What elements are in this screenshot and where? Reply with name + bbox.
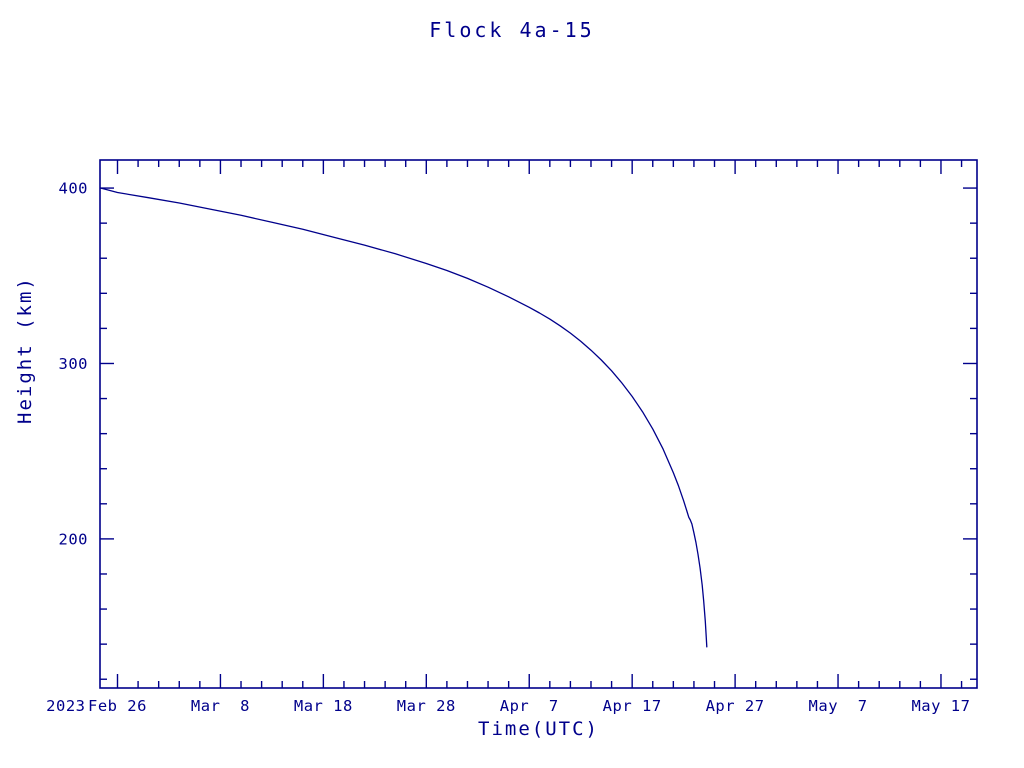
plot-box [99,159,978,689]
y-tick-label: 400 [59,180,89,198]
x-tick-label: Mar 28 [397,697,456,715]
year-label: 2023 [46,697,85,715]
x-axis-label: Time(UTC) [478,718,599,740]
x-tick-label: Apr 17 [603,697,662,715]
x-tick-label: Apr 7 [500,697,559,715]
x-tick-label: Mar 8 [191,697,250,715]
chart-title: Flock 4a-15 [429,18,595,42]
x-tick-label: Mar 18 [294,697,353,715]
y-tick-label: 300 [59,355,89,373]
decay-line [100,187,708,648]
x-tick-label: May 7 [809,697,868,715]
x-tick-label: May 17 [911,697,970,715]
x-tick-label: Apr 27 [706,697,765,715]
x-tick-label: Feb 26 [88,697,147,715]
y-tick-label: 200 [59,530,89,548]
